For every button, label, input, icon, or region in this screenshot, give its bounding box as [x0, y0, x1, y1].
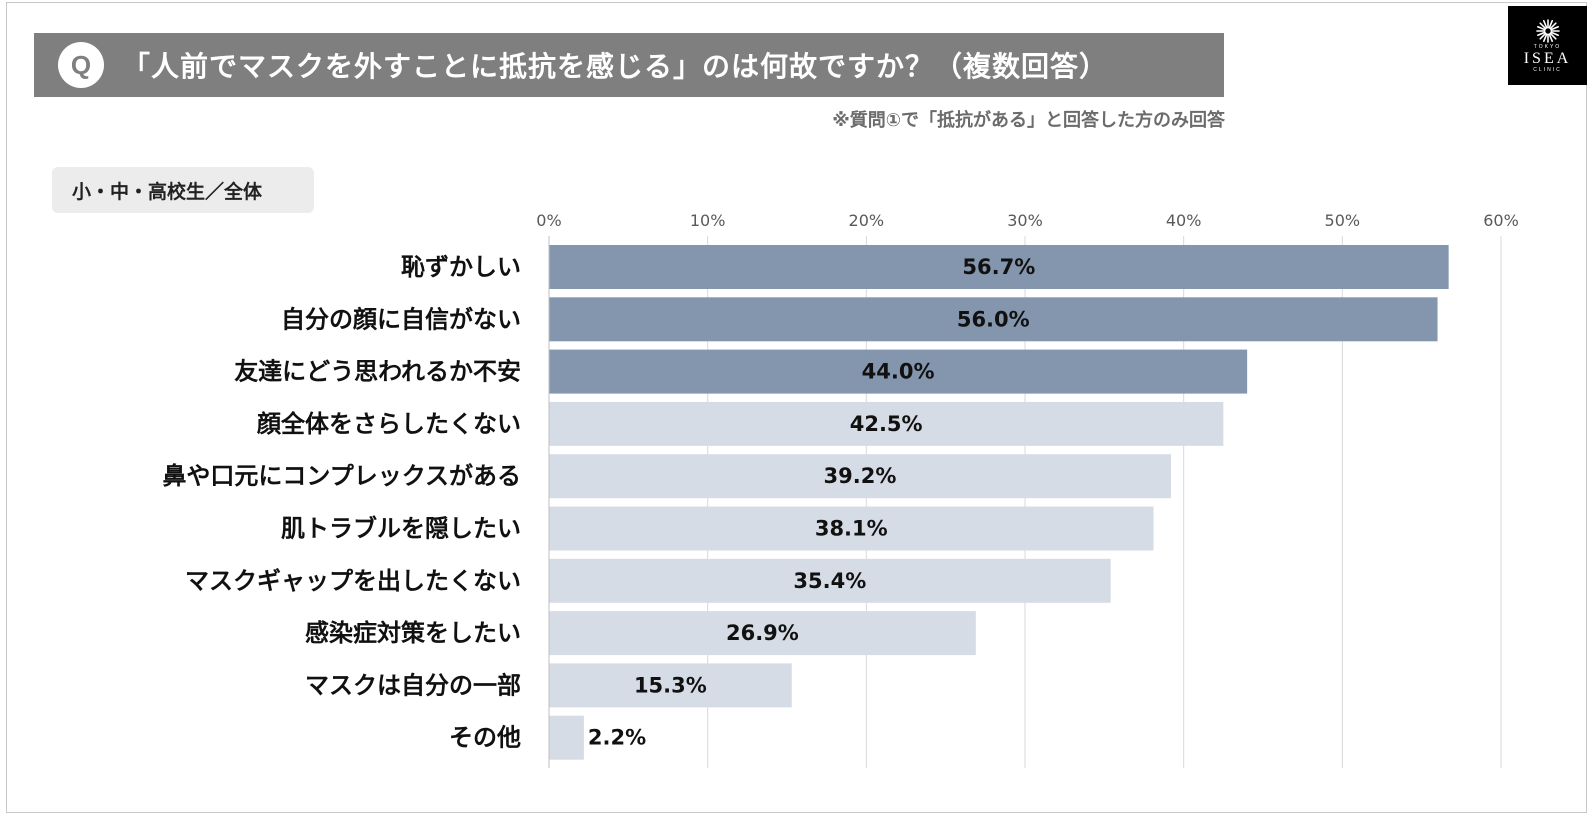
bar [549, 454, 1171, 499]
x-tick-label: 40% [1166, 211, 1202, 230]
category-label: 自分の顔に自信がない [281, 305, 521, 333]
value-label: 39.2% [824, 464, 897, 488]
category-label: 顔全体をさらしたくない [256, 410, 521, 438]
bar [549, 611, 976, 656]
bar [549, 245, 1449, 289]
category-label: マスクは自分の一部 [305, 671, 521, 699]
value-label: 35.4% [793, 569, 866, 593]
bar [549, 663, 792, 708]
value-label: 42.5% [850, 412, 923, 436]
category-label: 肌トラブルを隠したい [281, 515, 521, 543]
value-label: 26.9% [726, 621, 799, 645]
category-label: 鼻や口元にコンプレックスがある [162, 462, 521, 490]
x-tick-label: 0% [536, 211, 561, 230]
category-label: マスクギャップを出したくない [185, 567, 521, 595]
x-tick-label: 20% [849, 211, 885, 230]
logo-bottom-text: CLINIC [1533, 67, 1562, 73]
value-label: 44.0% [862, 360, 935, 384]
bar [549, 715, 584, 760]
bar [549, 349, 1248, 394]
category-label: 感染症対策をしたい [305, 619, 521, 647]
bar [549, 506, 1154, 551]
x-tick-label: 60% [1483, 211, 1519, 230]
value-label: 56.7% [962, 255, 1035, 279]
value-label: 2.2% [588, 726, 646, 750]
value-label: 38.1% [815, 517, 888, 541]
respondent-note: ※質問①で「抵抗がある」と回答した方のみ回答 [832, 110, 1225, 131]
logo-name: ISEA [1523, 50, 1572, 67]
question-title: 「人前でマスクを外すことに抵抗を感じる」のは何故ですか？（複数回答） [122, 50, 1109, 83]
category-label: その他 [449, 724, 521, 752]
bar [549, 401, 1224, 446]
x-tick-label: 30% [1007, 211, 1043, 230]
bar [549, 297, 1438, 342]
question-banner: Q 「人前でマスクを外すことに抵抗を感じる」のは何故ですか？（複数回答） [34, 33, 1224, 97]
x-tick-label: 10% [690, 211, 726, 230]
logo-top-text: TOKYO [1533, 44, 1562, 50]
segment-label: 小・中・高校生／全体 [52, 167, 314, 213]
value-label: 15.3% [634, 673, 707, 697]
category-label: 友達にどう思われるか不安 [234, 358, 521, 386]
category-label: 恥ずかしい [401, 253, 521, 281]
clinic-logo: TOKYO ISEA CLINIC [1508, 6, 1587, 85]
logo-star-icon [1535, 19, 1560, 43]
x-tick-label: 50% [1325, 211, 1361, 230]
question-badge: Q [58, 42, 104, 88]
bar [549, 558, 1111, 603]
value-label: 56.0% [957, 307, 1030, 331]
